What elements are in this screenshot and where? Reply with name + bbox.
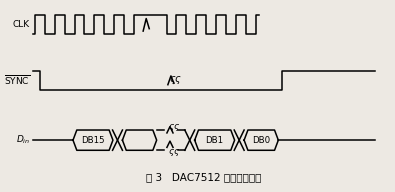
Text: DB0: DB0: [252, 136, 270, 145]
Text: CLK: CLK: [13, 20, 30, 29]
Text: $\mathit{\varsigma\varsigma}$: $\mathit{\varsigma\varsigma}$: [169, 74, 182, 86]
Text: DB1: DB1: [205, 136, 224, 145]
Text: $\varsigma\varsigma$: $\varsigma\varsigma$: [168, 122, 181, 133]
Text: $\varsigma\varsigma$: $\varsigma\varsigma$: [168, 147, 181, 158]
Text: $D_{in}$: $D_{in}$: [16, 134, 30, 146]
Text: DB15: DB15: [81, 136, 105, 145]
Text: 图 3   DAC7512 的写操作时序: 图 3 DAC7512 的写操作时序: [147, 172, 262, 182]
Text: $\overline{\rm SYNC}$: $\overline{\rm SYNC}$: [4, 73, 30, 87]
